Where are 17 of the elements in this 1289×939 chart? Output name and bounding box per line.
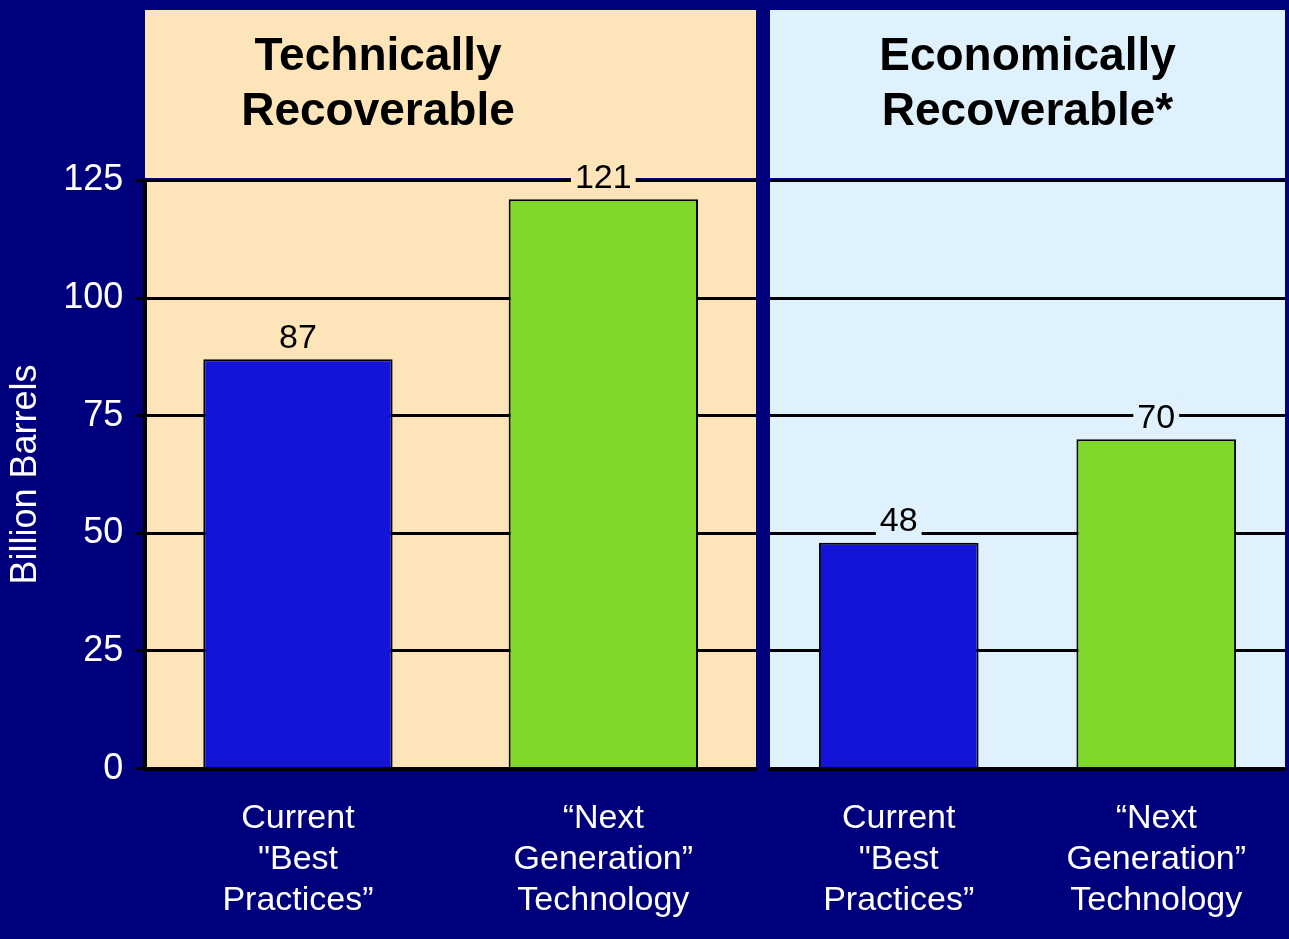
y-tick-label: 0 <box>103 745 124 787</box>
y-tick-label: 50 <box>83 510 124 552</box>
data-label: 70 <box>1137 396 1176 435</box>
data-label: 87 <box>279 316 317 355</box>
y-tick-label: 75 <box>83 392 124 434</box>
data-label: 121 <box>574 156 632 195</box>
y-tick-label: 100 <box>63 274 124 316</box>
x-tick-label: “Next Generation” Technology <box>1066 797 1247 917</box>
y-tick-label: 25 <box>83 627 124 669</box>
y-tick-label: 125 <box>63 157 124 199</box>
y-axis-title: Billion Barrels <box>2 364 44 585</box>
chart-title: Economically Recoverable* <box>879 28 1177 136</box>
chart-title: Technically Recoverable <box>241 28 515 136</box>
x-tick-label: “Next Generation” Technology <box>513 797 694 917</box>
x-tick-label: Current "Best Practices” <box>823 797 975 917</box>
data-label: 48 <box>879 500 918 539</box>
x-tick-label: Current "Best Practices” <box>222 797 374 917</box>
